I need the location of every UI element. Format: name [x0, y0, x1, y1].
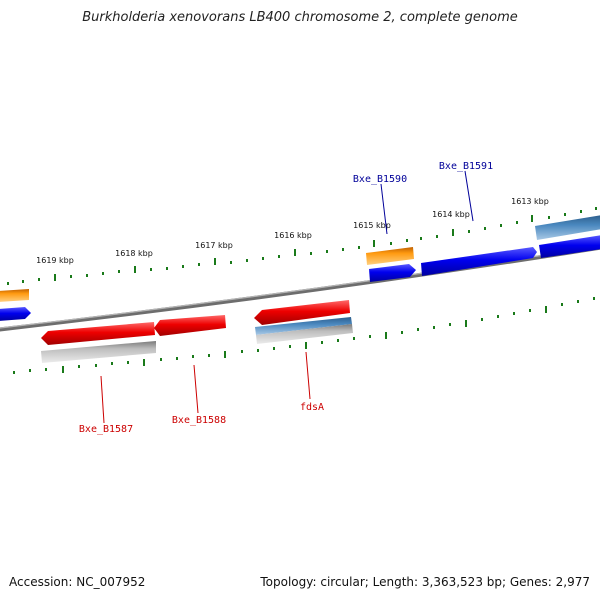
- forward-cds-b1590[interactable]: [369, 264, 416, 282]
- tick-label-1616: 1616 kbp: [274, 231, 312, 240]
- gene-label-bxe-b1588[interactable]: Bxe_B1588: [172, 415, 226, 426]
- tick-label-1618: 1618 kbp: [115, 249, 153, 258]
- gene-label-bxe-b1587[interactable]: Bxe_B1587: [79, 424, 133, 435]
- inner-tick-ring: [13, 297, 595, 374]
- inner-major-ticks: [62, 306, 547, 373]
- reverse-features: [41, 300, 353, 363]
- forward-cds-b1591[interactable]: [421, 247, 537, 276]
- gene-label-fdsa[interactable]: fdsA: [300, 402, 324, 413]
- outer-tick-ring: [7, 207, 597, 285]
- tick-label-1613: 1613 kbp: [511, 197, 549, 206]
- steel-feature-fdsa[interactable]: [255, 317, 352, 335]
- steel-feature-right[interactable]: [535, 215, 600, 240]
- gray-feature-fdsa[interactable]: [256, 324, 353, 344]
- reverse-cds-b1588[interactable]: [154, 315, 226, 336]
- gene-label-bxe-b1591[interactable]: Bxe_B1591: [439, 161, 493, 172]
- reverse-cds-b1587[interactable]: [41, 322, 155, 345]
- topology-text: Topology: circular; Length: 3,363,523 bp…: [260, 575, 590, 589]
- tick-label-1619: 1619 kbp: [36, 256, 74, 265]
- accession-text: Accession: NC_007952: [9, 575, 146, 589]
- genome-backbone: [0, 245, 600, 332]
- label-leaders: [100, 170, 474, 424]
- orange-feature-b1590[interactable]: [366, 247, 414, 265]
- gene-label-bxe-b1590[interactable]: Bxe_B1590: [353, 174, 407, 185]
- forward-cds-left[interactable]: [0, 307, 31, 321]
- orange-feature-left[interactable]: [0, 289, 29, 302]
- tick-label-1614: 1614 kbp: [432, 210, 470, 219]
- forward-cds-right[interactable]: [539, 235, 600, 258]
- gray-feature-b1587[interactable]: [41, 341, 156, 363]
- tick-label-1615: 1615 kbp: [353, 221, 391, 230]
- outer-major-ticks: [54, 215, 533, 281]
- map-title: Burkholderia xenovorans LB400 chromosome…: [82, 10, 518, 25]
- reverse-cds-fdsa[interactable]: [254, 300, 350, 325]
- forward-features: [0, 215, 600, 321]
- tick-label-1617: 1617 kbp: [195, 241, 233, 250]
